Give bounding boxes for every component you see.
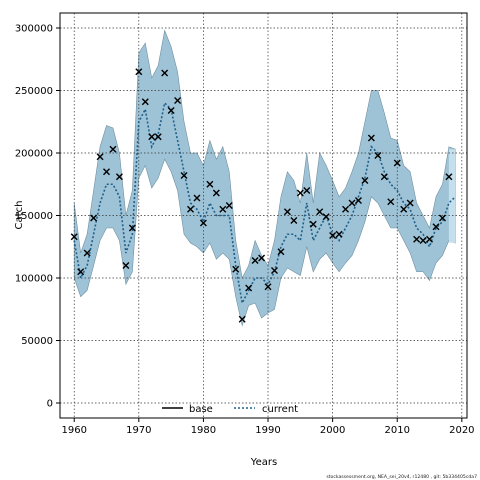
plot-frame [59,12,468,419]
x-tick-label: 1960 [61,425,86,436]
observation-point [122,262,130,269]
observation-point [419,237,427,244]
observation-point [322,213,330,221]
x-axis-label: Years [250,457,277,468]
observation-point [103,168,111,176]
observation-point [238,315,246,323]
y-tick-label: 100000 [15,274,53,285]
observation-point [426,235,434,243]
observation-point [128,224,136,232]
observation-point [413,235,421,243]
observation-point [167,107,175,114]
observation-point [193,194,201,202]
uncertainty-band [73,29,456,327]
observation-point [387,198,395,206]
legend: base current [162,404,298,415]
observation-point [283,208,291,216]
observation-point [270,267,278,274]
grid [60,13,467,418]
observation-point [180,172,188,179]
observation-point [438,214,446,222]
x-tick-label: 1980 [191,425,216,436]
observation-point [296,189,304,197]
observation-point [316,208,324,216]
final-year-band [448,149,456,243]
legend-label-base: base [189,404,213,415]
observation-point [96,153,104,161]
observation-point [141,98,149,106]
observation-point [342,205,350,213]
observation-point [187,205,194,213]
observation-point [367,134,375,142]
observation-point [264,283,272,291]
y-tick-label: 200000 [15,149,53,160]
observation-point [445,173,453,181]
observation-point [219,205,227,213]
y-tick-label: 250000 [15,86,53,97]
observation-point [380,173,388,181]
observation-point [174,97,182,104]
observation-point [206,180,214,188]
observation-point [115,173,123,181]
y-tick-label: 150000 [15,211,53,222]
y-tick-label: 50000 [21,336,53,347]
observation-point [148,133,156,141]
observation-point [354,197,362,204]
observation-point [225,202,233,209]
observation-point [335,230,343,238]
observation-point [432,223,440,231]
observation-point [258,254,266,262]
series-line-current [73,101,456,306]
y-axis-label: Catch [14,201,25,230]
observation-point [361,177,369,184]
y-tick-label: 300000 [15,24,53,35]
observation-point [348,199,356,207]
observation-point [400,205,408,213]
y-tick-label: 0 [47,399,53,410]
observation-point [109,145,117,153]
series-lines [73,101,456,306]
legend-label-current: current [262,404,298,415]
observation-point [77,268,85,276]
observation-point [393,159,401,167]
observation-point [135,68,143,76]
x-tick-label: 2000 [320,425,345,436]
observation-point [406,199,414,207]
x-tick-label: 2020 [449,425,474,436]
x-tick-label: 1970 [126,425,151,436]
footer-note: stockassessment.org, NEA_sei_20v4, r1248… [326,474,477,480]
observation-point [309,220,317,228]
observation-point [232,265,240,273]
observation-markers [70,68,453,323]
observation-point [90,214,98,222]
observation-point [212,189,220,197]
observation-point [329,232,337,239]
observation-point [70,233,78,241]
observation-point [303,187,311,194]
axis-ticks: 1960 1970 1980 1990 2000 2010 2020 0 50000 100000… [15,24,475,437]
observation-point [374,152,382,159]
observation-point [245,284,253,292]
observation-point [154,133,162,141]
x-tick-label: 2010 [385,425,410,436]
x-tick-label: 1990 [255,425,280,436]
observation-point [277,248,285,256]
observation-point [199,219,207,227]
observation-point [251,257,259,264]
observation-point [161,69,169,77]
observation-point [83,249,91,257]
observation-point [290,217,298,224]
